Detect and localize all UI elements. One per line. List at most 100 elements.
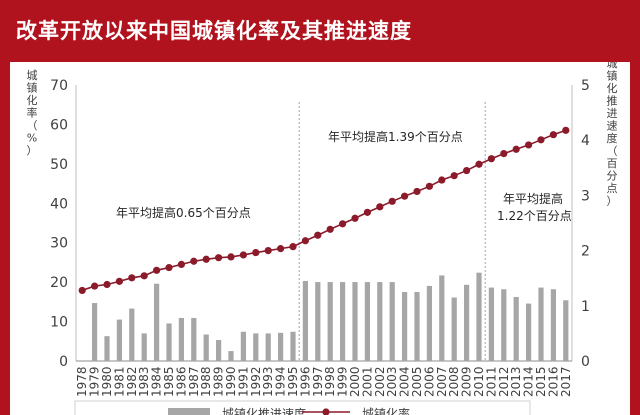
bar-speed-1991	[240, 331, 247, 361]
x-tick-label: 1991	[236, 366, 250, 397]
chart: 0 10 20 30 40 50 60 70 0 1 2 3 4 5 城镇化率（%） 城镇化推进速度（百分点）…	[27, 62, 618, 415]
bar-speed-2011	[488, 287, 495, 361]
point-rate-1985	[165, 263, 173, 272]
bar-speed-2003	[389, 282, 395, 361]
bar-speed-2015	[538, 287, 544, 361]
bar-speed-1981	[116, 319, 123, 361]
x-tick-label: 2015	[534, 366, 548, 397]
bar-speed-1986	[178, 317, 185, 361]
bar-speed-1984	[153, 283, 160, 361]
point-rate-1996	[301, 237, 309, 245]
x-tick-label: 2001	[360, 366, 374, 397]
bar-speed-1983	[141, 333, 147, 361]
bar-speed-1999	[339, 282, 346, 361]
y-left-axis-label: 城镇化率（%）	[27, 69, 38, 157]
bar-speed-2002	[377, 282, 383, 361]
y-left-tick-label: 20	[50, 275, 68, 291]
point-rate-2002	[376, 203, 384, 211]
x-tick-label: 2009	[460, 366, 474, 397]
bar-speed-2012	[501, 289, 507, 361]
x-tick-label: 2003	[385, 366, 399, 397]
bar-speed-2001	[364, 282, 371, 361]
point-rate-2012	[500, 150, 508, 158]
x-tick-label: 2000	[348, 366, 362, 397]
legend-label-speed: 城镇化推进速度	[222, 406, 306, 415]
point-rate-2007	[438, 176, 446, 184]
point-rate-1987	[190, 257, 198, 265]
bar-speed-1997	[315, 282, 321, 361]
x-tick-label: 1996	[298, 366, 312, 397]
x-tick-label: 2006	[422, 366, 436, 397]
point-rate-2010	[475, 160, 483, 168]
x-tick-label: 1990	[224, 366, 238, 397]
bar-speed-1982	[129, 308, 135, 361]
point-rate-1992	[252, 248, 260, 257]
x-tick-label: 1982	[125, 366, 139, 397]
y-right-tick-label: 1	[581, 299, 590, 315]
bar-speed-1994	[277, 332, 284, 361]
x-tick-label: 2016	[546, 366, 560, 397]
point-rate-1997	[314, 231, 322, 239]
point-rate-2009	[463, 166, 471, 175]
period-annotation: 1.22个百分点	[497, 209, 572, 223]
point-rate-1979	[91, 282, 99, 290]
point-rate-1994	[277, 245, 285, 253]
bar-speed-2014	[525, 303, 532, 361]
point-rate-2004	[401, 192, 409, 200]
point-rate-1990	[227, 253, 235, 261]
point-rate-2003	[388, 197, 396, 205]
x-tick-label: 1988	[199, 366, 213, 397]
point-rate-2016	[549, 131, 558, 139]
x-tick-label: 2002	[373, 366, 387, 397]
x-tick-label: 1987	[187, 366, 201, 397]
bar-speed-1979	[91, 303, 98, 361]
point-rate-1999	[339, 220, 347, 228]
bar-speed-1996	[302, 280, 309, 361]
legend-bar-swatch	[168, 408, 210, 415]
x-tick-label: 2004	[398, 366, 412, 397]
point-rate-1981	[115, 277, 123, 285]
point-rate-1982	[128, 274, 136, 282]
x-tick-label: 1998	[323, 366, 337, 397]
x-tick-label: 2005	[410, 366, 424, 397]
bar-speed-2005	[414, 292, 420, 361]
x-tick-label: 1983	[137, 366, 151, 397]
bar-speed-1987	[191, 317, 197, 361]
x-tick-label: 2013	[509, 366, 523, 397]
bar-speed-1980	[104, 336, 110, 361]
point-rate-1989	[215, 254, 223, 262]
y-right-tick-label: 5	[581, 78, 590, 94]
period-annotation: 年平均提高0.65个百分点	[116, 205, 251, 220]
point-rate-2000	[351, 214, 359, 222]
point-rate-1991	[239, 251, 247, 259]
period-annotation: 年平均提高1.39个百分点	[328, 129, 463, 144]
x-tick-label: 1995	[286, 366, 300, 397]
bar-speed-2000	[352, 282, 358, 361]
point-rate-2001	[363, 208, 371, 216]
point-rate-1983	[140, 272, 148, 280]
period-annotation: 年平均提高	[503, 191, 563, 206]
y-left-tick-label: 10	[50, 315, 68, 331]
x-tick-label: 1992	[249, 366, 263, 397]
y-right-tick-label: 2	[581, 244, 590, 260]
x-tick-label: 1986	[174, 366, 188, 397]
x-tick-label: 1980	[100, 366, 114, 397]
y-right-tick-label: 0	[581, 354, 590, 370]
y-left-tick-label: 70	[50, 78, 68, 94]
bar-speed-2013	[513, 296, 519, 361]
point-rate-1998	[326, 225, 334, 233]
x-tick-label: 2010	[472, 366, 486, 397]
y-left-tick-label: 50	[50, 157, 68, 173]
point-rate-2005	[413, 187, 421, 196]
x-tick-label: 1978	[75, 366, 89, 397]
point-rate-1995	[289, 243, 297, 251]
bar-speed-2017	[563, 300, 569, 361]
y-left-tick-label: 40	[50, 196, 68, 212]
bar-speed-1989	[215, 340, 222, 361]
x-tick-label: 2007	[435, 366, 449, 397]
x-tick-label: 1979	[88, 366, 102, 397]
page-title: 改革开放以来中国城镇化率及其推进速度	[16, 19, 412, 43]
urbanization-rate-line	[81, 129, 567, 292]
bar-speed-1985	[166, 323, 172, 361]
bar-speed-2009	[463, 284, 470, 361]
